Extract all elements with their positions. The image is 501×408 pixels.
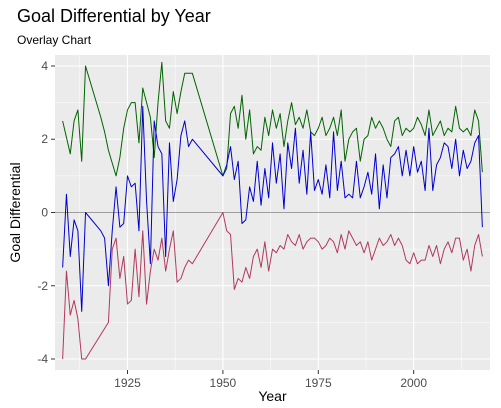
y-tick-label: 4 (41, 59, 48, 73)
y-tick-label: 2 (41, 132, 48, 146)
x-tick-label: 2000 (400, 376, 427, 390)
series-line-3 (62, 212, 483, 360)
x-tick-label: 1925 (114, 376, 141, 390)
x-tick-label: 1950 (210, 376, 237, 390)
y-tick-label: -4 (37, 352, 48, 366)
x-axis: 1925 1950 1975 2000 (114, 370, 427, 390)
y-tick-label: 0 (41, 206, 48, 220)
series-line-1 (62, 61, 483, 177)
chart-title: Goal Differential by Year (17, 6, 211, 26)
x-tick-label: 1975 (305, 376, 332, 390)
series-line-2 (62, 105, 483, 312)
x-axis-title: Year (258, 388, 287, 404)
y-axis-title: Goal Differential (7, 162, 23, 262)
y-tick-label: -2 (37, 279, 48, 293)
chart-subtitle: Overlay Chart (17, 33, 92, 47)
y-axis: -4 -2 0 2 4 (37, 59, 55, 366)
series-group (62, 61, 483, 360)
